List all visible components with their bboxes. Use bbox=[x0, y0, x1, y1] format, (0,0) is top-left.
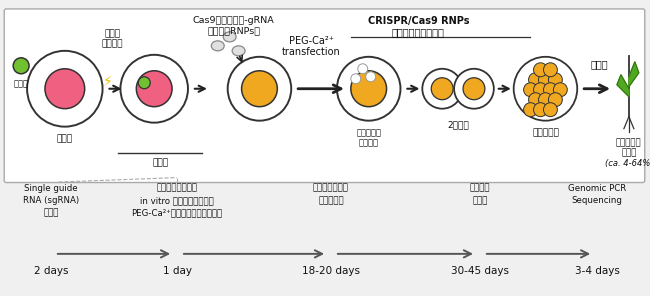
Text: ゲノム編集: ゲノム編集 bbox=[616, 139, 642, 148]
Text: Single guide
RNA (sgRNA)
の合成: Single guide RNA (sgRNA) の合成 bbox=[23, 184, 79, 218]
Circle shape bbox=[528, 73, 543, 87]
Text: 2細胞胚: 2細胞胚 bbox=[447, 121, 469, 130]
Polygon shape bbox=[617, 75, 629, 97]
Text: ⚡: ⚡ bbox=[103, 75, 112, 89]
Circle shape bbox=[534, 63, 547, 77]
Circle shape bbox=[351, 74, 361, 84]
Text: 受精卵: 受精卵 bbox=[152, 159, 168, 168]
Circle shape bbox=[242, 71, 278, 107]
Circle shape bbox=[534, 103, 547, 117]
Circle shape bbox=[514, 57, 577, 121]
Text: Cas9タンパク質-gRNA
複合体（RNPs）: Cas9タンパク質-gRNA 複合体（RNPs） bbox=[193, 16, 274, 35]
Text: 電気的
細胞融合: 電気的 細胞融合 bbox=[102, 29, 124, 48]
Circle shape bbox=[524, 83, 538, 97]
Circle shape bbox=[538, 93, 552, 107]
Circle shape bbox=[227, 57, 291, 121]
Text: 植物体の
再分化: 植物体の 再分化 bbox=[470, 184, 490, 205]
Text: CRISPR/Cas9 RNPs: CRISPR/Cas9 RNPs bbox=[368, 16, 469, 26]
Circle shape bbox=[136, 71, 172, 107]
Circle shape bbox=[422, 69, 462, 109]
Circle shape bbox=[543, 63, 558, 77]
Text: 雌雄配偶子の単離
in vitro 受精（電気融合）
PEG-Ca²⁺トランスフェクション: 雌雄配偶子の単離 in vitro 受精（電気融合） PEG-Ca²⁺トランスフ… bbox=[131, 184, 222, 218]
Text: 30-45 days: 30-45 days bbox=[451, 266, 509, 276]
Text: 精細胞: 精細胞 bbox=[14, 80, 29, 89]
Circle shape bbox=[120, 55, 188, 123]
Text: Genomic PCR
Sequencing: Genomic PCR Sequencing bbox=[568, 184, 626, 205]
Text: 胚性細胞塊: 胚性細胞塊 bbox=[532, 129, 559, 138]
Circle shape bbox=[27, 51, 103, 127]
Circle shape bbox=[538, 73, 552, 87]
Circle shape bbox=[524, 103, 538, 117]
Circle shape bbox=[553, 83, 567, 97]
Circle shape bbox=[138, 77, 150, 89]
Text: の受精卵: の受精卵 bbox=[359, 139, 379, 148]
Circle shape bbox=[543, 103, 558, 117]
Circle shape bbox=[543, 83, 558, 97]
Text: (ca. 4-64%): (ca. 4-64%) bbox=[604, 159, 650, 168]
Circle shape bbox=[534, 83, 547, 97]
Text: 植物体: 植物体 bbox=[621, 149, 636, 157]
Circle shape bbox=[528, 93, 543, 107]
Circle shape bbox=[454, 69, 494, 109]
Text: 卵細胞: 卵細胞 bbox=[57, 135, 73, 144]
Ellipse shape bbox=[211, 41, 224, 51]
Circle shape bbox=[351, 71, 387, 107]
Text: 1 day: 1 day bbox=[162, 266, 192, 276]
Text: 液体培地中での
受精卵培養: 液体培地中での 受精卵培養 bbox=[313, 184, 349, 205]
Circle shape bbox=[366, 72, 376, 82]
Polygon shape bbox=[629, 62, 639, 87]
Text: PEG-Ca²⁺
transfection: PEG-Ca²⁺ transfection bbox=[281, 36, 341, 57]
Circle shape bbox=[13, 58, 29, 74]
FancyBboxPatch shape bbox=[5, 9, 645, 183]
Text: による標的変異導入: による標的変異導入 bbox=[392, 27, 445, 37]
Circle shape bbox=[463, 78, 485, 100]
Text: 再分化: 再分化 bbox=[590, 59, 608, 69]
Circle shape bbox=[337, 57, 400, 121]
Circle shape bbox=[45, 69, 84, 109]
Text: 導入処理後: 導入処理後 bbox=[356, 129, 381, 138]
Text: 2 days: 2 days bbox=[34, 266, 68, 276]
Circle shape bbox=[358, 64, 368, 74]
Ellipse shape bbox=[223, 32, 236, 42]
Text: 3-4 days: 3-4 days bbox=[575, 266, 619, 276]
Circle shape bbox=[431, 78, 453, 100]
Circle shape bbox=[549, 93, 562, 107]
Circle shape bbox=[549, 73, 562, 87]
Ellipse shape bbox=[232, 46, 245, 56]
Text: 18-20 days: 18-20 days bbox=[302, 266, 360, 276]
